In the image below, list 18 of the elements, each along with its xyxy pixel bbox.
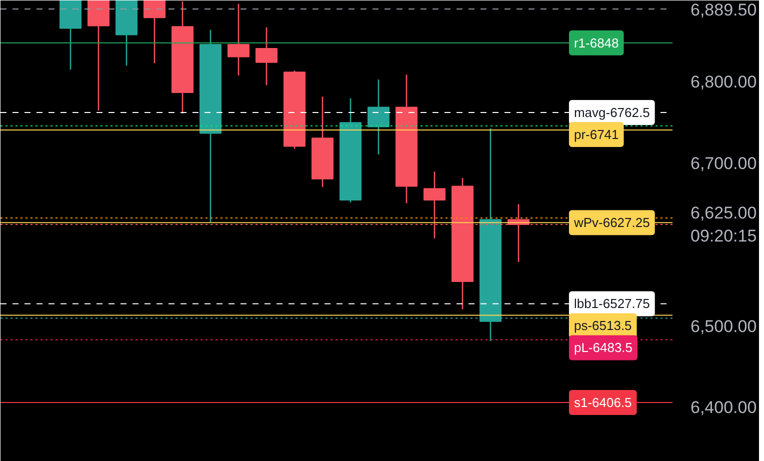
- y-tick-label: 6,400.00: [690, 398, 757, 418]
- candlestick: [368, 78, 390, 156]
- y-tick-label: 6,889.50: [690, 0, 757, 20]
- ref-line-label: pL-6483.5: [574, 340, 633, 356]
- y-tick-label: 6,800.00: [690, 72, 757, 92]
- candlestick: [228, 3, 250, 76]
- y-tick-label: 6,500.00: [690, 316, 757, 336]
- ref-line-label: ps-6513.5: [574, 318, 632, 334]
- ref-line-label: s1-6406.5: [574, 394, 632, 410]
- ref-line-label: pr-6741: [574, 126, 619, 142]
- y-tick-label: 6,625.00 09:20:15: [690, 204, 757, 246]
- y-tick-label: 6,700.00: [690, 154, 757, 173]
- candlestick: [144, 0, 166, 64]
- ref-line-label: lbb1-6527.75: [574, 296, 650, 312]
- candlestick: [256, 26, 278, 86]
- ref-line-label: r1-6848: [574, 35, 619, 50]
- ref-line-label: mavg-6762.5: [574, 104, 650, 120]
- ref-line-label: wPv-6627.25: [572, 215, 650, 230]
